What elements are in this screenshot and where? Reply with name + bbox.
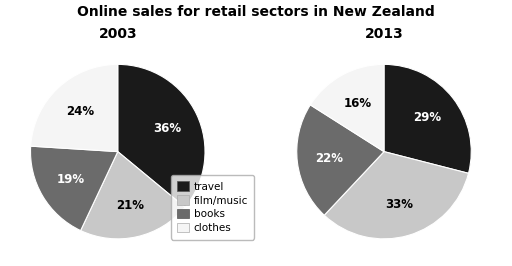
- Wedge shape: [80, 152, 185, 239]
- Wedge shape: [310, 64, 384, 152]
- Wedge shape: [324, 152, 468, 239]
- Text: 36%: 36%: [154, 122, 182, 135]
- Wedge shape: [31, 64, 118, 152]
- Legend: travel, film/music, books, clothes: travel, film/music, books, clothes: [170, 175, 254, 239]
- Text: 33%: 33%: [386, 198, 413, 211]
- Text: 21%: 21%: [116, 199, 144, 212]
- Wedge shape: [384, 64, 471, 173]
- Text: 19%: 19%: [56, 173, 84, 186]
- Wedge shape: [297, 105, 384, 215]
- Wedge shape: [31, 146, 118, 231]
- Text: 22%: 22%: [315, 152, 344, 165]
- Text: 24%: 24%: [66, 105, 94, 118]
- Text: Online sales for retail sectors in New Zealand: Online sales for retail sectors in New Z…: [77, 5, 435, 19]
- Text: 16%: 16%: [344, 97, 372, 110]
- Text: 29%: 29%: [413, 111, 441, 124]
- Title: 2003: 2003: [98, 27, 137, 41]
- Wedge shape: [118, 64, 205, 207]
- Title: 2013: 2013: [365, 27, 403, 41]
